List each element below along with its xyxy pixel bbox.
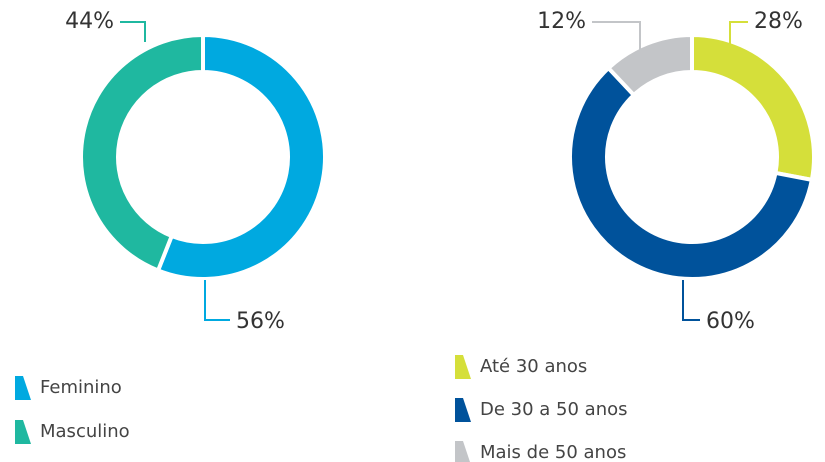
legend-label: De 30 a 50 anos [480,399,628,420]
donut-segment [690,32,816,183]
leader-line [682,280,700,321]
legend-label: Mais de 50 anos [480,442,626,462]
data-label: 12% [537,9,586,34]
legend-swatch [455,355,471,379]
donut-segment [155,32,327,281]
legend-swatch [15,376,31,400]
leader-line [592,21,641,50]
donut-segment [605,32,694,98]
donut-segment [568,65,815,281]
legend-label: Até 30 anos [480,356,587,377]
leader-line [204,280,230,321]
data-label: 28% [754,9,803,34]
legend-label: Masculino [40,421,130,442]
legend-label: Feminino [40,377,122,398]
data-label: 56% [236,309,285,334]
donut-segment [79,32,205,274]
leader-line [729,21,748,44]
data-label: 44% [65,9,114,34]
legend-swatch [15,420,31,444]
legend-swatch [455,441,470,462]
leader-line [120,21,146,42]
data-label: 60% [706,309,755,334]
legend-swatch [455,398,471,422]
